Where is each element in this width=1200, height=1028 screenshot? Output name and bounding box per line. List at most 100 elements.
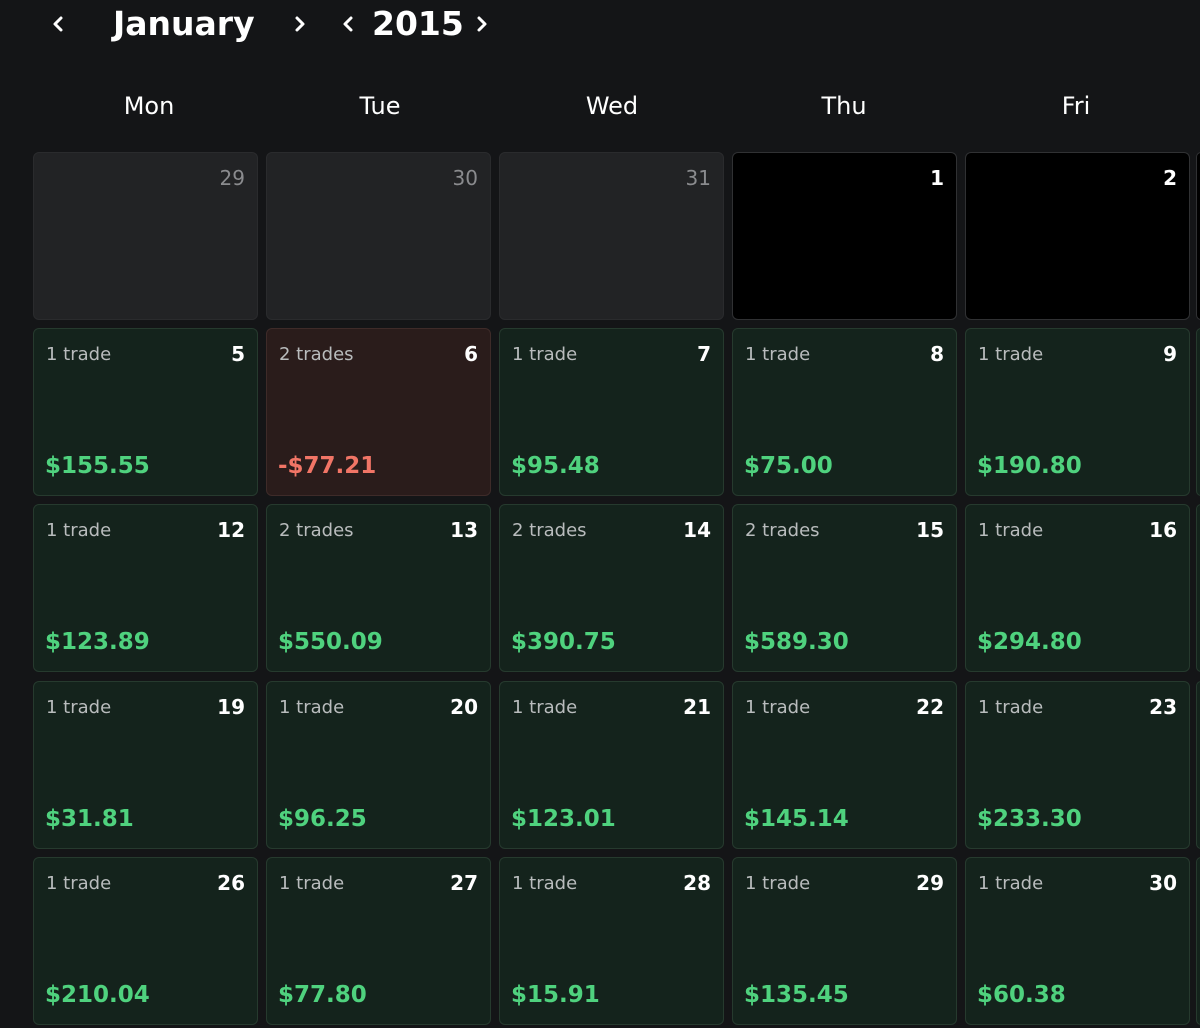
pnl-amount: $145.14 [744, 806, 849, 832]
day-cell[interactable]: 7 1 trade $95.48 [499, 328, 724, 496]
prev-year-button[interactable] [334, 8, 362, 40]
pnl-amount: $75.00 [744, 453, 833, 479]
day-cell[interactable]: 1 [732, 152, 957, 320]
day-cell[interactable]: 13 2 trades $550.09 [266, 504, 491, 672]
day-cell[interactable]: 23 1 trade $233.30 [965, 681, 1190, 849]
day-cell[interactable]: 21 1 trade $123.01 [499, 681, 724, 849]
pnl-amount: -$77.21 [278, 453, 377, 479]
trade-count: 2 trades [745, 520, 820, 541]
pnl-amount: $294.80 [977, 629, 1082, 655]
day-cell[interactable]: 15 2 trades $589.30 [732, 504, 957, 672]
day-cell[interactable]: 30 [266, 152, 491, 320]
prev-month-button[interactable] [44, 8, 72, 40]
trade-count: 2 trades [512, 520, 587, 541]
pnl-amount: $190.80 [977, 453, 1082, 479]
trade-count: 1 trade [978, 520, 1044, 541]
day-number: 14 [683, 518, 711, 542]
pnl-amount: $589.30 [744, 629, 849, 655]
day-cell[interactable]: 29 [33, 152, 258, 320]
day-number: 27 [450, 871, 478, 895]
day-cell[interactable]: 8 1 trade $75.00 [732, 328, 957, 496]
next-year-button[interactable] [468, 8, 496, 40]
day-number: 20 [450, 695, 478, 719]
trade-count: 1 trade [46, 344, 112, 365]
trade-count: 1 trade [46, 697, 112, 718]
trade-count: 2 trades [279, 344, 354, 365]
day-number: 30 [452, 166, 478, 190]
year-label: 2015 [372, 4, 464, 43]
day-number: 19 [217, 695, 245, 719]
day-cell-offscreen[interactable] [1196, 504, 1200, 672]
trade-count: 1 trade [978, 697, 1044, 718]
day-number: 7 [697, 342, 711, 366]
day-number: 22 [916, 695, 944, 719]
day-cell-offscreen[interactable] [1196, 857, 1200, 1025]
day-cell[interactable]: 29 1 trade $135.45 [732, 857, 957, 1025]
day-number: 21 [683, 695, 711, 719]
day-cell[interactable]: 26 1 trade $210.04 [33, 857, 258, 1025]
day-number: 9 [1163, 342, 1177, 366]
day-cell[interactable]: 19 1 trade $31.81 [33, 681, 258, 849]
day-cell[interactable]: 20 1 trade $96.25 [266, 681, 491, 849]
next-month-button[interactable] [286, 8, 314, 40]
day-cell[interactable]: 9 1 trade $190.80 [965, 328, 1190, 496]
day-cell[interactable]: 22 1 trade $145.14 [732, 681, 957, 849]
day-number: 13 [450, 518, 478, 542]
day-cell[interactable]: 31 [499, 152, 724, 320]
chevron-right-icon [295, 16, 305, 32]
day-number: 31 [685, 166, 711, 190]
pnl-amount: $155.55 [45, 453, 150, 479]
weekday-mon: Mon [123, 92, 175, 120]
trade-count: 1 trade [46, 873, 112, 894]
day-number: 8 [930, 342, 944, 366]
trade-count: 1 trade [745, 697, 811, 718]
day-cell-offscreen[interactable] [1196, 328, 1200, 496]
chevron-left-icon [53, 16, 63, 32]
day-number: 2 [1163, 166, 1177, 190]
trade-count: 1 trade [279, 697, 345, 718]
day-number: 28 [683, 871, 711, 895]
day-number: 12 [217, 518, 245, 542]
pnl-amount: $77.80 [278, 982, 367, 1008]
day-cell[interactable]: 16 1 trade $294.80 [965, 504, 1190, 672]
day-cell[interactable]: 12 1 trade $123.89 [33, 504, 258, 672]
day-number: 6 [464, 342, 478, 366]
day-cell[interactable]: 30 1 trade $60.38 [965, 857, 1190, 1025]
trade-count: 1 trade [745, 344, 811, 365]
weekday-thu: Thu [821, 92, 867, 120]
month-label: January [113, 4, 255, 43]
day-number: 16 [1149, 518, 1177, 542]
day-cell[interactable]: 27 1 trade $77.80 [266, 857, 491, 1025]
day-number: 23 [1149, 695, 1177, 719]
pnl-amount: $95.48 [511, 453, 600, 479]
day-number: 5 [231, 342, 245, 366]
trade-count: 1 trade [512, 697, 578, 718]
day-number: 29 [916, 871, 944, 895]
pnl-amount: $210.04 [45, 982, 150, 1008]
day-cell-offscreen[interactable] [1196, 681, 1200, 849]
pnl-amount: $550.09 [278, 629, 383, 655]
day-cell[interactable]: 6 2 trades -$77.21 [266, 328, 491, 496]
pnl-amount: $233.30 [977, 806, 1082, 832]
trade-count: 1 trade [978, 344, 1044, 365]
trade-count: 1 trade [46, 520, 112, 541]
pnl-amount: $60.38 [977, 982, 1066, 1008]
day-cell[interactable]: 2 [965, 152, 1190, 320]
day-cell[interactable]: 5 1 trade $155.55 [33, 328, 258, 496]
pnl-amount: $123.89 [45, 629, 150, 655]
day-cell-offscreen[interactable] [1196, 152, 1200, 320]
day-number: 1 [930, 166, 944, 190]
pnl-amount: $123.01 [511, 806, 616, 832]
pnl-amount: $135.45 [744, 982, 849, 1008]
day-cell[interactable]: 14 2 trades $390.75 [499, 504, 724, 672]
trade-count: 1 trade [279, 873, 345, 894]
weekday-wed: Wed [585, 92, 639, 120]
trade-count: 1 trade [978, 873, 1044, 894]
pnl-amount: $96.25 [278, 806, 367, 832]
pnl-amount: $15.91 [511, 982, 600, 1008]
calendar-header: January 2015 [0, 0, 1200, 52]
day-cell[interactable]: 28 1 trade $15.91 [499, 857, 724, 1025]
chevron-right-icon [477, 16, 487, 32]
weekday-tue: Tue [359, 92, 401, 120]
